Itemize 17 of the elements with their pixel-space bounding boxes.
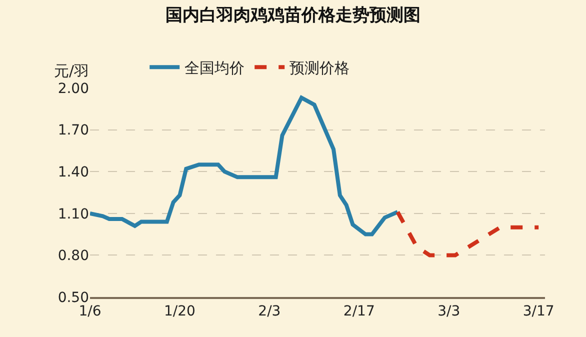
legend-label: 预测价格 (290, 58, 350, 77)
y-tick-label: 1.40 (58, 164, 89, 180)
x-tick-label: 1/6 (78, 304, 102, 320)
chart-title: 国内白羽肉鸡鸡苗价格走势预测图 (166, 5, 420, 26)
y-axis-title: 元/羽 (54, 62, 90, 80)
y-tick-label: 0.80 (58, 248, 89, 264)
x-tick-label: 3/17 (522, 304, 554, 320)
y-tick-label: 0.50 (58, 290, 89, 306)
x-tick-label: 3/3 (438, 304, 460, 320)
y-tick-label: 2.00 (58, 80, 89, 97)
x-tick-label: 2/17 (343, 304, 375, 320)
x-tick-label: 1/20 (164, 304, 196, 320)
line-series (90, 96, 400, 236)
legend-label: 全国均价 (184, 58, 245, 77)
x-tick-label: 2/3 (258, 304, 281, 320)
y-tick-label: 1.10 (58, 206, 89, 222)
y-tick-label: 1.70 (58, 122, 89, 139)
